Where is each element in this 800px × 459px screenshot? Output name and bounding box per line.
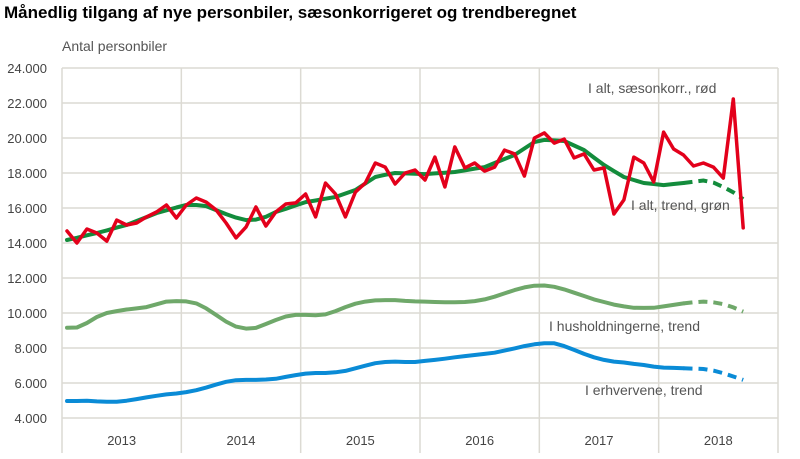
y-tick-label: 4.000	[14, 411, 47, 426]
series-line	[65, 137, 686, 242]
series-label-households: I husholdningerne, trend	[549, 318, 700, 334]
y-axis-label: Antal personbiler	[62, 38, 167, 54]
y-tick-label: 8.000	[14, 341, 47, 356]
series-label-green: I alt, trend, grøn	[631, 197, 730, 213]
y-tick-label: 16.000	[7, 201, 47, 216]
y-tick-label: 18.000	[7, 166, 47, 181]
x-tick-label: 2017	[585, 433, 614, 448]
series-line	[65, 283, 686, 331]
series-line-forecast	[683, 178, 745, 201]
x-tick-label: 2015	[346, 433, 375, 448]
series-label-business: I erhvervene, trend	[585, 382, 703, 398]
y-tick-label: 10.000	[7, 306, 47, 321]
series-line	[65, 341, 686, 404]
series-label-red: I alt, sæsonkorr., rød	[588, 80, 716, 96]
gridlines	[61, 67, 779, 453]
series-lines	[65, 97, 745, 404]
y-tick-label: 12.000	[7, 271, 47, 286]
chart-title: Månedlig tilgang af nye personbiler, sæs…	[4, 3, 577, 22]
x-tick-label: 2016	[465, 433, 494, 448]
x-tick-label: 2014	[227, 433, 256, 448]
tick-labels: 4.000 6.000 8.000 10.000 12.000 14.000 16.000 1…	[7, 61, 733, 448]
x-tick-label: 2013	[107, 433, 136, 448]
series-line-forecast	[683, 366, 744, 382]
y-tick-label: 22.000	[7, 96, 47, 111]
series-line-forecast	[683, 299, 744, 314]
y-tick-label: 24.000	[7, 61, 47, 76]
y-tick-label: 20.000	[7, 131, 47, 146]
y-tick-label: 14.000	[7, 236, 47, 251]
series-line	[65, 97, 745, 245]
y-tick-label: 6.000	[14, 376, 47, 391]
x-tick-label: 2018	[704, 433, 733, 448]
